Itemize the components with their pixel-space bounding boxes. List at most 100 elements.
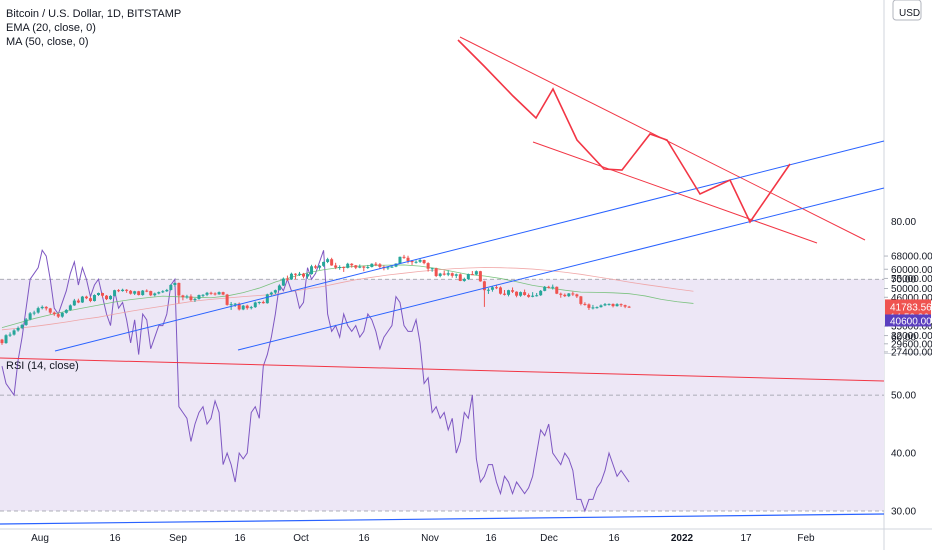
candle-body	[366, 266, 370, 268]
candle	[225, 293, 229, 306]
candle	[0, 338, 4, 345]
candle	[571, 291, 575, 296]
candle-body	[28, 313, 32, 320]
candle-body	[623, 305, 627, 307]
rsi-tick-label: 80.00	[891, 217, 916, 228]
candle	[503, 289, 506, 296]
candle-body	[342, 266, 346, 268]
candle-body	[129, 290, 133, 294]
candle-body	[40, 306, 44, 309]
candle	[587, 303, 591, 310]
rsi-support-line	[0, 513, 885, 525]
rsi-title[interactable]: RSI (14, close)	[6, 360, 79, 372]
candle	[213, 292, 217, 296]
candle	[523, 289, 527, 296]
candle	[109, 295, 113, 300]
candle-body	[438, 273, 442, 276]
candle-body	[555, 286, 559, 294]
candle-body	[503, 293, 506, 295]
candle	[490, 285, 494, 292]
candle	[414, 260, 418, 264]
candle	[334, 262, 338, 270]
time-tick-label: 16	[358, 533, 370, 544]
candle	[470, 271, 474, 276]
candle	[322, 261, 326, 267]
candle-body	[567, 293, 571, 297]
price-tick-label: 46000.00	[891, 293, 932, 304]
candle	[486, 288, 490, 294]
candle-body	[105, 295, 109, 300]
rsi-line	[1, 249, 630, 513]
candle	[193, 297, 197, 302]
candle	[4, 334, 8, 344]
candle	[157, 291, 161, 295]
candle-body	[306, 274, 310, 277]
candle	[535, 293, 539, 297]
candle	[575, 293, 579, 298]
candle-body	[547, 286, 551, 288]
candle-body	[458, 274, 462, 281]
time-tick-label: Dec	[540, 533, 558, 544]
candle	[374, 262, 378, 267]
candle	[52, 311, 56, 316]
candle-body	[326, 259, 330, 262]
candle-body	[410, 260, 414, 263]
candle-body	[113, 290, 117, 296]
candle-body	[535, 295, 539, 297]
candle-body	[314, 266, 318, 268]
candle-body	[446, 273, 450, 275]
candle-body	[189, 296, 193, 301]
candle-body	[60, 312, 64, 317]
symbol-title[interactable]: Bitcoin / U.S. Dollar, 1D, BITSTAMP	[6, 8, 182, 20]
candle	[24, 318, 28, 326]
candle-body	[52, 312, 56, 315]
candle-body	[289, 273, 293, 280]
candle	[350, 263, 354, 268]
ema-legend[interactable]: EMA (20, close, 0)	[6, 22, 96, 34]
candle	[539, 289, 543, 296]
candle	[181, 294, 185, 301]
candle	[56, 313, 60, 319]
candle-body	[253, 302, 257, 308]
level-price-tag	[885, 314, 931, 327]
candle-body	[591, 307, 595, 309]
candle	[318, 265, 322, 270]
candle	[28, 312, 32, 321]
currency-badge-label: USD	[899, 8, 920, 19]
candle-body	[265, 294, 269, 304]
candle	[285, 275, 289, 281]
candle	[378, 263, 382, 269]
candle-body	[454, 274, 458, 276]
candle-body	[161, 291, 165, 293]
candle-body	[627, 306, 631, 308]
candle	[591, 304, 595, 310]
candle-body	[4, 335, 8, 344]
candle	[519, 291, 523, 297]
candle	[326, 257, 330, 264]
candle-body	[430, 268, 434, 270]
candle	[338, 265, 342, 270]
candle-body	[64, 309, 68, 313]
candle	[567, 293, 571, 298]
candle-body	[595, 307, 599, 309]
candle-body	[241, 305, 245, 310]
candle-body	[0, 339, 4, 344]
candle-body	[165, 289, 169, 292]
candle	[555, 286, 559, 295]
candle-body	[44, 306, 48, 309]
candle-body	[229, 304, 233, 306]
candle-body	[145, 290, 149, 292]
time-tick-label: Oct	[293, 533, 309, 544]
candle	[438, 272, 442, 278]
ma-legend[interactable]: MA (50, close, 0)	[6, 36, 89, 48]
candle	[36, 306, 40, 314]
candle-body	[494, 287, 498, 289]
candle	[177, 282, 181, 304]
candle-body	[233, 303, 237, 305]
candle-body	[20, 324, 24, 328]
rsi-tick-label: 50.00	[891, 391, 916, 402]
candle-body	[346, 263, 350, 268]
price-tick-label: 55000.00	[891, 274, 932, 285]
candle	[92, 294, 96, 302]
